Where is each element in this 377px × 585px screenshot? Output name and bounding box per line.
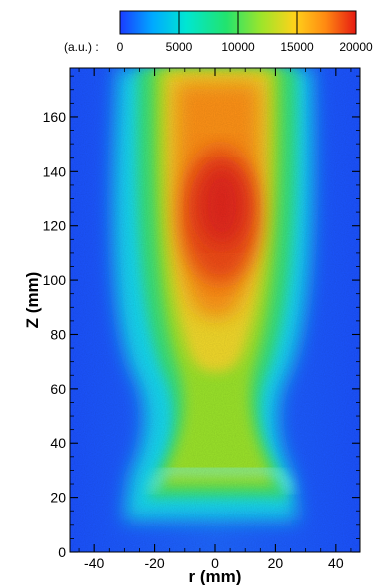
colorbar-unit-label: (a.u.) :: [64, 40, 99, 54]
y-tick-label: 60: [50, 381, 66, 397]
colorbar-tick-label: 15000: [280, 40, 314, 54]
y-tick-label: 100: [43, 272, 67, 288]
colorbar-tick-label: 20000: [339, 40, 373, 54]
y-axis-ticks: [70, 75, 360, 553]
x-tick-label: 40: [328, 555, 344, 571]
x-axis-ticks: [78, 68, 352, 552]
colorbar-ticks: [178, 11, 298, 34]
y-tick-label: 0: [58, 544, 66, 560]
x-tick-label: -40: [84, 555, 104, 571]
y-tick-label: 40: [50, 435, 66, 451]
x-tick-label: 0: [211, 555, 219, 571]
colorbar-tick-label: 5000: [166, 40, 193, 54]
colorbar: (a.u.) : 0 5000 10000 15000 20000: [64, 10, 373, 54]
x-axis-tick-labels: -40 -20 0 20 40: [84, 555, 344, 571]
x-axis-label: r (mm): [189, 567, 242, 585]
x-tick-label: -20: [144, 555, 164, 571]
y-tick-label: 160: [43, 109, 67, 125]
plot-area: [70, 68, 360, 552]
speckle-texture: [70, 68, 360, 552]
y-axis-tick-labels: 0 20 40 60 80 100 120 140 160: [43, 109, 67, 560]
y-tick-label: 120: [43, 218, 67, 234]
colorbar-tick-label: 10000: [221, 40, 255, 54]
colorbar-tick-label: 0: [117, 40, 124, 54]
colorbar-tick-labels: 0 5000 10000 15000 20000: [117, 40, 373, 54]
y-tick-label: 20: [50, 490, 66, 506]
y-tick-label: 140: [43, 163, 67, 179]
y-axis-label: Z (mm): [23, 272, 42, 329]
x-tick-label: 20: [268, 555, 284, 571]
y-tick-label: 80: [50, 326, 66, 342]
